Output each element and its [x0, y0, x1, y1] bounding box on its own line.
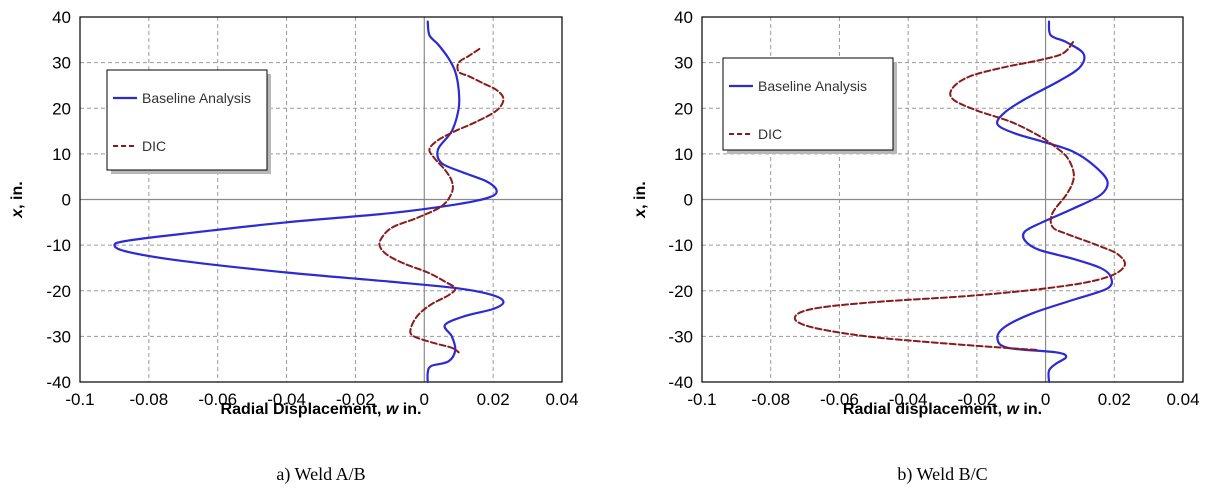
y-tick-label: 10 — [52, 145, 71, 164]
legend-label: DIC — [758, 126, 782, 142]
y-tick-label: 30 — [674, 54, 693, 73]
y-tick-label: -20 — [668, 282, 693, 301]
legend-label: Baseline Analysis — [142, 90, 251, 106]
x-tick-label: -0.06 — [198, 390, 237, 409]
y-tick-label: 20 — [674, 99, 693, 118]
y-tick-label: 40 — [674, 8, 693, 27]
x-tick-label: -0.08 — [751, 390, 790, 409]
y-tick-label: 10 — [674, 145, 693, 164]
y-tick-label: -10 — [668, 236, 693, 255]
x-tick-label: -0.08 — [129, 390, 168, 409]
x-axis-title: Radial Displacement, w in. — [221, 401, 422, 418]
series-line-dic — [378, 47, 505, 354]
x-tick-label: 0.02 — [1098, 390, 1131, 409]
y-axis-title: x, in. — [9, 181, 26, 218]
y-tick-label: -40 — [46, 373, 71, 392]
x-tick-label: -0.04 — [267, 390, 306, 409]
series-line-baseline-analysis — [995, 20, 1114, 384]
x-tick-label: -0.1 — [687, 390, 716, 409]
x-tick-label: 0 — [420, 390, 429, 409]
x-tick-label: -0.02 — [336, 390, 375, 409]
y-tick-label: 0 — [62, 191, 71, 210]
x-tick-label: -0.06 — [820, 390, 859, 409]
y-tick-label: 0 — [684, 191, 693, 210]
y-axis-title: x, in. — [632, 181, 649, 218]
x-tick-label: -0.02 — [957, 390, 996, 409]
y-tick-label: -30 — [668, 327, 693, 346]
panel-caption: a) Weld A/B — [276, 464, 365, 485]
plot-area-border — [79, 16, 563, 383]
series-line-dic — [793, 41, 1126, 352]
panel-caption: b) Weld B/C — [897, 464, 987, 485]
y-tick-label: 40 — [52, 8, 71, 27]
y-tick-label: -10 — [46, 236, 71, 255]
x-tick-label: 0 — [1041, 390, 1050, 409]
x-tick-label: -0.1 — [65, 390, 94, 409]
plot-area-border — [701, 16, 1184, 383]
x-tick-label: 0.02 — [477, 390, 510, 409]
x-tick-label: 0.04 — [1166, 390, 1199, 409]
y-tick-label: -20 — [46, 282, 71, 301]
legend-box — [722, 57, 894, 151]
y-tick-label: -30 — [46, 327, 71, 346]
x-axis-title: Radial displacement, w in. — [843, 401, 1042, 418]
x-tick-label: 0.04 — [545, 390, 578, 409]
y-tick-label: 20 — [52, 99, 71, 118]
x-tick-label: -0.04 — [889, 390, 928, 409]
legend-box — [106, 69, 268, 171]
y-tick-label: 30 — [52, 54, 71, 73]
chart-panel-1: -0.1 -0.08 -0.06 -0.04 -0.02 0 0.02 0.04 -40 -30 -… — [9, 8, 579, 485]
legend-label: DIC — [142, 138, 166, 154]
series-line-baseline-analysis — [113, 20, 505, 384]
chart-panel-2: -0.1 -0.08 -0.06 -0.04 -0.02 0 0.02 0.04 -40 -30 -… — [632, 8, 1200, 485]
legend-label: Baseline Analysis — [758, 78, 867, 94]
y-tick-label: -40 — [668, 373, 693, 392]
